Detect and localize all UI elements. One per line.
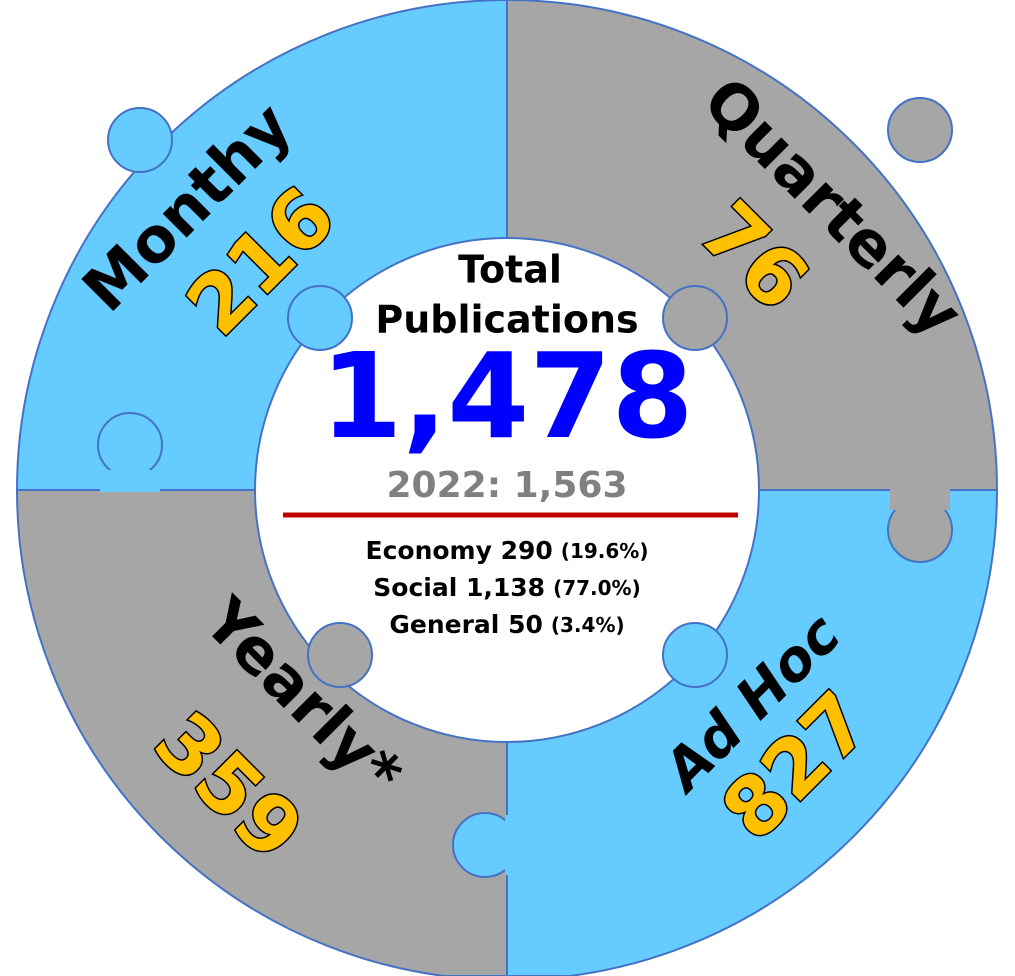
breakdown-line: Economy 290 (19.6%) — [366, 536, 649, 565]
puzzle-knob — [97, 412, 163, 478]
puzzle-knob — [505, 815, 527, 875]
puzzle-knob — [887, 97, 953, 163]
outer-border — [16, 0, 998, 976]
puzzle-knob — [287, 285, 353, 351]
puzzle-knob — [107, 107, 173, 173]
puzzle-knob — [100, 470, 160, 492]
center-title: Total — [458, 248, 562, 292]
breakdown-share: (3.4%) — [551, 613, 625, 637]
center-total: 1,478 — [320, 327, 693, 465]
breakdown-line: Social 1,138 (77.0%) — [373, 573, 640, 602]
center-previous: 2022: 1,563 — [387, 465, 628, 506]
puzzle-knob — [662, 285, 728, 351]
puzzle-knob — [307, 622, 373, 688]
breakdown-share: (19.6%) — [561, 539, 649, 563]
center-title: Publications — [375, 298, 638, 342]
center-circle — [254, 237, 760, 743]
puzzle-knob — [662, 622, 728, 688]
breakdown-label: Social 1,138 — [373, 573, 545, 602]
breakdown-label: Economy 290 — [366, 536, 553, 565]
breakdown: Economy 290 (19.6%) Social 1,138 (77.0%) Gen… — [366, 536, 649, 639]
puzzle-knob — [890, 488, 950, 510]
breakdown-share: (77.0%) — [553, 576, 641, 600]
breakdown-line: General 50 (3.4%) — [389, 610, 624, 639]
breakdown-label: General 50 — [389, 610, 543, 639]
